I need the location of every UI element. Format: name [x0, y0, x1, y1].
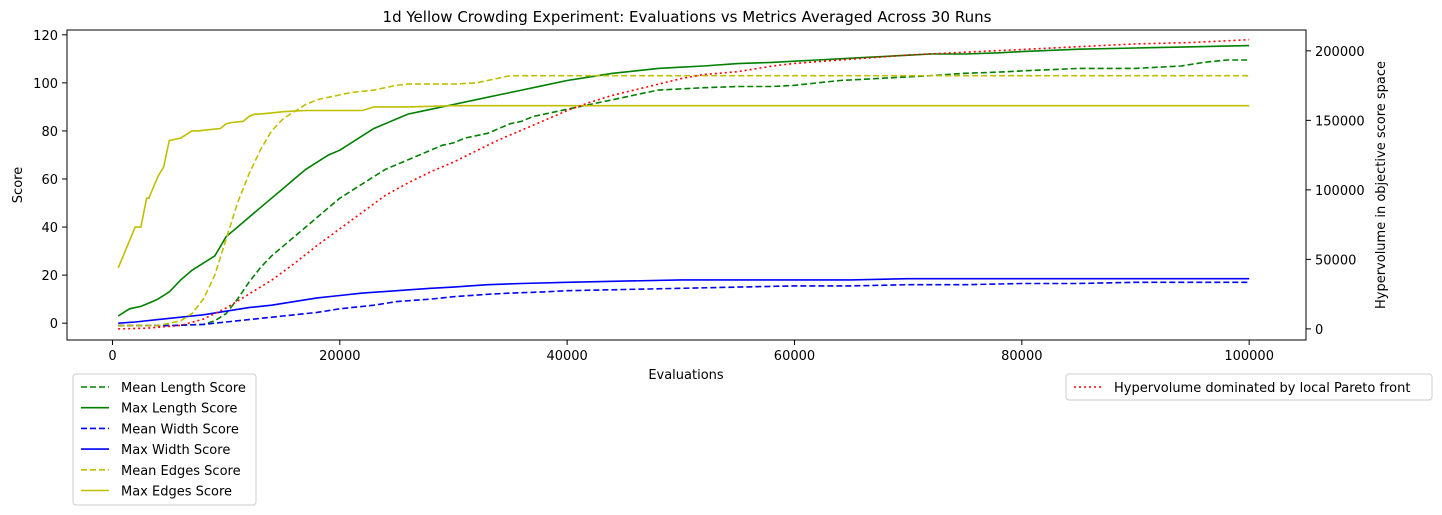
- legend-label-3: Max Width Score: [121, 443, 230, 458]
- legend-left-box: [72, 373, 257, 506]
- x-tick-label-3: 60000: [774, 349, 815, 364]
- legend-label-4: Mean Edges Score: [121, 464, 241, 479]
- legend-right-box: [1065, 373, 1433, 401]
- series-line-3: [118, 277, 1250, 324]
- y2-axis-label: Hypervolume in objective score space: [1374, 61, 1389, 309]
- y-tick-label-2: 40: [41, 221, 58, 236]
- series-line-5: [117, 104, 1250, 269]
- y2-axis-ticks: 0 50000 100000 150000 200000: [1306, 45, 1365, 338]
- y2-tick-label-4: 200000: [1315, 45, 1365, 60]
- legend-label-2: Mean Width Score: [121, 422, 239, 437]
- legend-label-6: Hypervolume dominated by local Pareto fr…: [1114, 381, 1410, 396]
- y-tick-label-3: 60: [41, 173, 58, 188]
- y-axis-ticks: 0 20 40 60 80 100 120: [33, 29, 67, 332]
- legend-label-0: Mean Length Score: [121, 381, 246, 396]
- y-tick-label-1: 20: [41, 269, 58, 284]
- legend-left: Mean Length Score Max Length Score Mean Wi…: [72, 373, 257, 506]
- legend-label-1: Max Length Score: [121, 402, 237, 417]
- y-axis-label: Score: [11, 167, 26, 203]
- plot-frame: [66, 29, 1307, 341]
- legend-right: Hypervolume dominated by local Pareto fr…: [1065, 373, 1433, 401]
- y-tick-label-4: 80: [41, 125, 58, 140]
- y-tick-label-6: 120: [33, 29, 58, 44]
- x-tick-label-1: 20000: [319, 349, 360, 364]
- series-line-4: [118, 74, 1250, 327]
- series-line-2: [118, 281, 1250, 327]
- x-axis-label: Evaluations: [648, 368, 724, 383]
- x-axis-ticks: 0 20000 40000 60000 80000 100000: [108, 340, 1274, 364]
- x-tick-label-0: 0: [108, 349, 116, 364]
- y-tick-label-0: 0: [50, 317, 58, 332]
- legend-left-items: Mean Length Score Max Length Score Mean Wi…: [81, 381, 246, 500]
- x-tick-label-2: 40000: [546, 349, 587, 364]
- y2-tick-label-1: 50000: [1315, 253, 1356, 268]
- chart-title: 1d Yellow Crowding Experiment: Evaluatio…: [383, 8, 992, 26]
- x-tick-label-5: 100000: [1224, 349, 1274, 364]
- y2-tick-label-3: 150000: [1315, 114, 1365, 129]
- y2-tick-label-0: 0: [1315, 323, 1323, 338]
- y-tick-label-5: 100: [33, 77, 58, 92]
- plot-lines: [117, 38, 1250, 330]
- legend-right-items: Hypervolume dominated by local Pareto fr…: [1074, 381, 1410, 396]
- legend-label-5: Max Edges Score: [121, 485, 232, 500]
- x-tick-label-4: 80000: [1001, 349, 1042, 364]
- y2-tick-label-2: 100000: [1315, 184, 1365, 199]
